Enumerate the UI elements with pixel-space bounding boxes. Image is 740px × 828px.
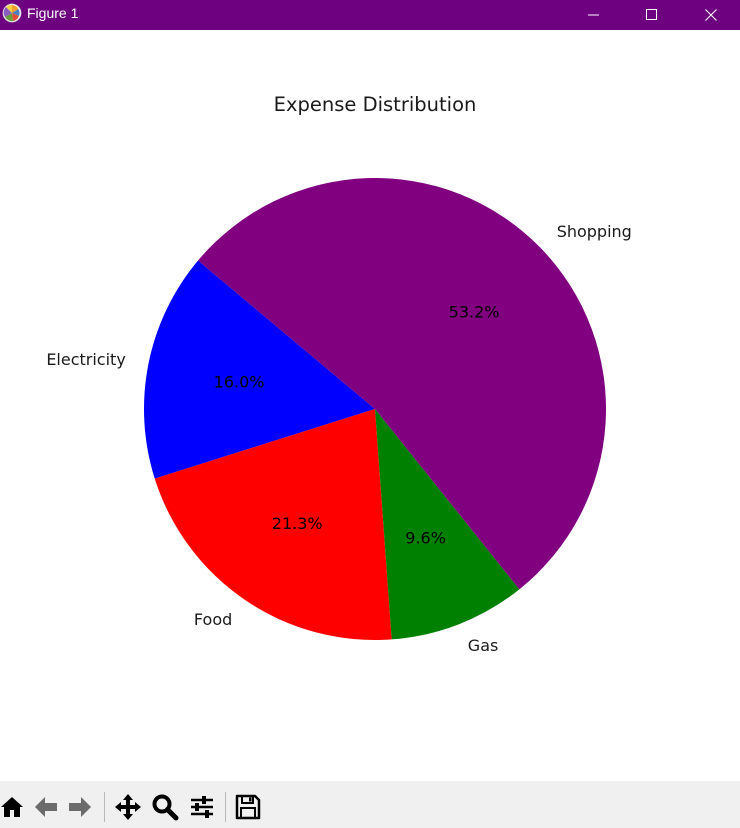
minimize-icon [588, 9, 600, 21]
close-icon [705, 9, 717, 21]
forward-button[interactable] [65, 792, 95, 822]
pie-slice-food [154, 409, 392, 641]
title-bar[interactable]: Figure 1 [0, 0, 740, 30]
slice-percent-electricity: 16.0% [214, 373, 265, 392]
home-icon [0, 794, 25, 820]
toolbar-separator [225, 792, 226, 822]
chart-title: Expense Distribution [274, 93, 477, 116]
configure-subplots-button[interactable] [187, 792, 217, 822]
window-title: Figure 1 [27, 5, 79, 21]
matplotlib-logo-icon [2, 3, 22, 23]
minimize-button[interactable] [571, 0, 617, 30]
slice-label-food: Food [194, 610, 232, 629]
navigation-toolbar [0, 781, 740, 828]
slice-label-gas: Gas [468, 636, 499, 655]
slice-label-shopping: Shopping [557, 222, 632, 241]
home-button[interactable] [0, 792, 27, 822]
toolbar-separator [104, 792, 105, 822]
configure-subplots-icon [188, 793, 216, 821]
slice-percent-shopping: 53.2% [449, 303, 500, 322]
pie-slice-electricity [143, 260, 375, 479]
back-icon [33, 794, 59, 820]
pie-slice-gas [375, 409, 520, 640]
pan-button[interactable] [113, 792, 143, 822]
zoom-icon [151, 793, 179, 821]
back-button[interactable] [31, 792, 61, 822]
slice-percent-gas: 9.6% [405, 529, 446, 548]
maximize-button[interactable] [629, 0, 675, 30]
figure-canvas[interactable]: Expense Distribution Electricity 16.0% Foo… [0, 30, 740, 781]
pie-chart: Expense Distribution Electricity 16.0% Foo… [46, 93, 632, 655]
pie-slice-shopping [198, 177, 607, 590]
maximize-icon [646, 9, 658, 21]
pan-icon [114, 793, 142, 821]
save-button[interactable] [233, 792, 263, 822]
close-button[interactable] [688, 0, 734, 30]
save-icon [234, 793, 262, 821]
zoom-button[interactable] [150, 792, 180, 822]
forward-icon [67, 794, 93, 820]
slice-percent-food: 21.3% [272, 514, 323, 533]
slice-label-electricity: Electricity [46, 350, 125, 369]
